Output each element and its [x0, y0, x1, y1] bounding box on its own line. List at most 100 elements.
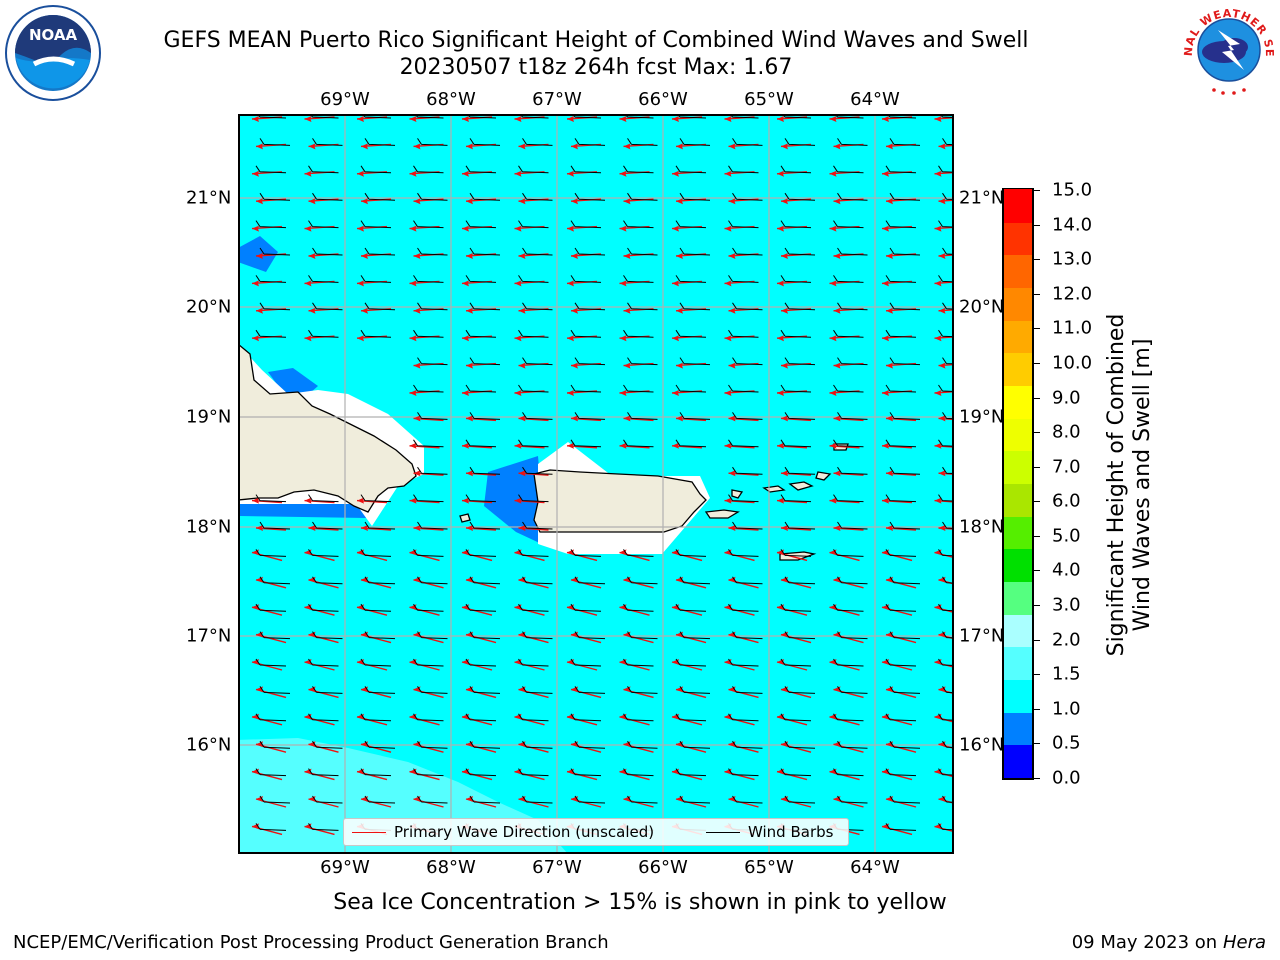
- wind-barb: [833, 439, 864, 448]
- wind-barb: [784, 795, 816, 804]
- wind-barb: [522, 740, 553, 749]
- wind-barb: [570, 658, 602, 667]
- colorbar-tick-mark: [1034, 224, 1040, 226]
- wind-barb: [889, 686, 921, 694]
- wind-barb: [885, 220, 917, 229]
- wind-barb: [732, 357, 763, 366]
- lon-label-bottom: 69°W: [320, 857, 370, 878]
- colorbar-segment: [1004, 646, 1032, 680]
- wind-barb: [679, 686, 711, 694]
- wave-direction-arrow: [780, 415, 812, 422]
- colorbar-segment: [1004, 712, 1032, 746]
- lat-label-right: 21°N: [959, 187, 1005, 209]
- wind-barb: [623, 713, 654, 722]
- wind-barb: [938, 603, 952, 612]
- wave-direction-arrow: [570, 415, 602, 422]
- coastal-mask: [240, 494, 358, 500]
- wind-barb: [570, 384, 602, 393]
- wind-barb: [678, 116, 707, 119]
- colorbar-tick-mark: [1034, 362, 1040, 364]
- wave-direction-arrow: [780, 470, 812, 477]
- wind-barb: [574, 138, 606, 146]
- wind-barb: [889, 412, 921, 420]
- wind-barb: [469, 466, 501, 475]
- wind-barb: [574, 795, 606, 804]
- colorbar-segment: [1004, 189, 1032, 223]
- wind-barb: [833, 275, 864, 283]
- wind-barb: [784, 192, 816, 201]
- wind-barb: [627, 138, 658, 146]
- wind-barb: [574, 247, 606, 256]
- colorbar-tick-mark: [1034, 743, 1040, 745]
- wave-direction-arrow: [409, 442, 440, 449]
- wave-direction-arrows: [251, 116, 952, 836]
- wind-barb: [308, 220, 339, 229]
- wind-barb: [942, 795, 952, 803]
- wind-barb: [255, 823, 287, 831]
- map-panel: [238, 114, 954, 854]
- wind-barb: [942, 576, 952, 584]
- wave-direction-arrow: [724, 442, 755, 449]
- wind-barb: [623, 439, 654, 448]
- lat-label-left: 20°N: [186, 296, 232, 318]
- wind-barb: [728, 275, 759, 283]
- wind-barb: [308, 713, 339, 722]
- wind-barb: [413, 549, 444, 557]
- wind-barb: [570, 713, 602, 722]
- wind-barb: [465, 329, 497, 338]
- wind-barb: [675, 165, 707, 174]
- wind-barb: [570, 329, 602, 338]
- wind-barb: [522, 795, 553, 804]
- wind-barb: [518, 165, 549, 174]
- wind-barb: [255, 329, 287, 338]
- wind-barb: [938, 220, 952, 228]
- wind-barb: [837, 192, 868, 201]
- wave-direction-arrow: [619, 442, 650, 449]
- wind-barb: [570, 549, 602, 557]
- lat-label-left: 17°N: [186, 625, 232, 647]
- chart-title: GEFS MEAN Puerto Rico Significant Height…: [163, 28, 1029, 53]
- wave-direction-arrow: [938, 198, 952, 205]
- wind-barb: [522, 138, 553, 146]
- wave-direction-arrow: [304, 497, 335, 504]
- wind-barb: [780, 439, 812, 448]
- wind-barb: [259, 138, 291, 146]
- wind-barb: [889, 795, 921, 804]
- wind-barb: [885, 165, 917, 174]
- lon-label-top: 66°W: [638, 89, 688, 110]
- colorbar-tick-label: 4.0: [1052, 559, 1081, 581]
- colorbar-tick-label: 10.0: [1052, 352, 1093, 374]
- wind-barb: [574, 192, 606, 201]
- wind-barb: [728, 329, 759, 338]
- wind-barb: [469, 576, 501, 585]
- lat-label-left: 18°N: [186, 516, 232, 538]
- wind-barb: [784, 412, 816, 420]
- wind-barb: [627, 740, 658, 749]
- wind-barb: [469, 521, 501, 530]
- wind-barb: [837, 138, 868, 146]
- wind-barb: [312, 302, 343, 311]
- wind-barb: [833, 658, 864, 667]
- wind-barb: [360, 165, 392, 174]
- wind-barb: [469, 302, 501, 311]
- wind-barb: [780, 165, 812, 174]
- wind-barb: [469, 631, 501, 640]
- colorbar-title-line1: Significant Height of Combined: [1104, 313, 1129, 657]
- wind-barb: [784, 466, 816, 475]
- legend-item-wind-barbs: Wind Barbs: [706, 823, 833, 841]
- wave-direction-arrow: [465, 470, 497, 477]
- wind-barb: [885, 713, 917, 722]
- land-virgin-islands: [788, 481, 814, 491]
- wave-direction-arrow: [934, 280, 952, 287]
- wind-barb: [679, 576, 711, 585]
- wind-barb: [413, 768, 444, 777]
- legend-wave-direction-label: Primary Wave Direction (unscaled): [394, 823, 655, 841]
- wind-barb: [521, 116, 549, 119]
- wind-barb: [833, 603, 864, 612]
- wind-barb: [522, 576, 553, 585]
- wind-barb: [833, 768, 864, 777]
- wind-barb: [465, 549, 497, 557]
- wind-barb: [518, 768, 549, 777]
- wind-barb: [417, 357, 448, 366]
- wind-barb: [938, 768, 952, 776]
